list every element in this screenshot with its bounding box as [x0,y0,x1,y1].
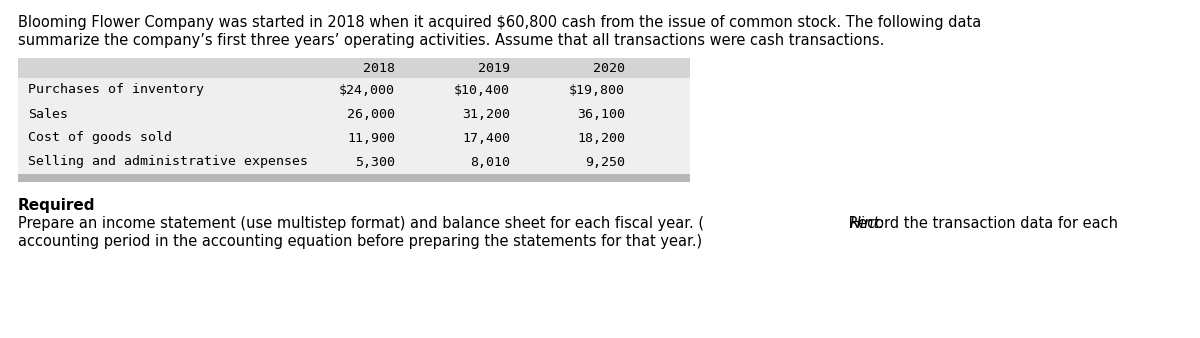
Bar [18,174,690,182]
Text: 17,400: 17,400 [462,131,510,145]
Text: Selling and administrative expenses: Selling and administrative expenses [28,155,308,169]
Bar [18,78,690,174]
Text: 5,300: 5,300 [355,155,395,169]
Text: Purchases of inventory: Purchases of inventory [28,83,204,97]
Text: 2018: 2018 [364,62,395,74]
Text: Record the transaction data for each: Record the transaction data for each [844,216,1118,231]
Text: 2020: 2020 [593,62,625,74]
Text: $19,800: $19,800 [569,83,625,97]
Text: 18,200: 18,200 [577,131,625,145]
Text: 36,100: 36,100 [577,107,625,121]
Text: Sales: Sales [28,107,68,121]
Text: Prepare an income statement (use multistep format) and balance sheet for each fi: Prepare an income statement (use multist… [18,216,704,231]
Text: 2019: 2019 [478,62,510,74]
Text: 9,250: 9,250 [586,155,625,169]
Text: 26,000: 26,000 [347,107,395,121]
Text: Required: Required [18,198,96,213]
Text: 11,900: 11,900 [347,131,395,145]
Text: summarize the company’s first three years’ operating activities. Assume that all: summarize the company’s first three year… [18,33,884,48]
Text: Hint:: Hint: [850,216,886,231]
Text: Cost of goods sold: Cost of goods sold [28,131,172,145]
Text: accounting period in the accounting equation before preparing the statements for: accounting period in the accounting equa… [18,234,702,249]
Text: 31,200: 31,200 [462,107,510,121]
Text: $10,400: $10,400 [454,83,510,97]
Text: 8,010: 8,010 [470,155,510,169]
Bar [18,58,690,78]
Text: $24,000: $24,000 [340,83,395,97]
Text: Blooming Flower Company was started in 2018 when it acquired $60,800 cash from t: Blooming Flower Company was started in 2… [18,15,982,30]
